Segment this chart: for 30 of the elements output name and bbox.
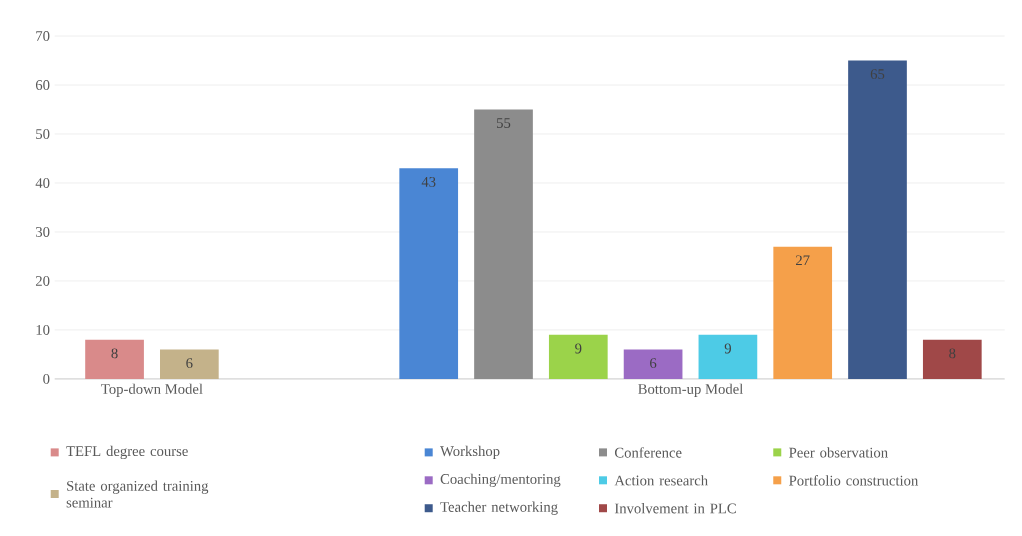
y-tick-label: 10: [36, 324, 50, 335]
y-tick-label: 40: [35, 177, 50, 188]
legend-label: TEFL degree course: [66, 445, 188, 459]
legend-label: Involvement in PLC: [614, 502, 736, 514]
data-label: 6: [650, 358, 657, 368]
x-tick-label: Bottom-up Model: [638, 383, 744, 397]
data-label: 55: [497, 118, 511, 128]
data-label: 9: [575, 343, 582, 354]
x-tick-label: Top-down Model: [101, 383, 203, 397]
y-tick-label: 0: [43, 373, 50, 384]
y-tick-label: 60: [35, 79, 50, 90]
legend-label: Portfolio construction: [789, 474, 919, 486]
legend-label: Peer observation: [789, 447, 888, 458]
legend-label: Coaching/mentoring: [440, 473, 561, 487]
y-tick-label: 30: [36, 226, 50, 237]
data-label: 9: [724, 343, 731, 354]
y-tick-label: 50: [36, 128, 50, 139]
legend-label: Action research: [614, 474, 708, 486]
legend-label: Teacher networking: [440, 501, 558, 515]
data-label: 27: [796, 255, 810, 265]
y-tick-label: 20: [35, 275, 50, 286]
data-label: 43: [421, 176, 436, 187]
legend-label: State organized training seminar: [66, 480, 209, 508]
data-label: 6: [186, 358, 193, 368]
legend-label: Workshop: [440, 445, 500, 459]
data-label: 65: [870, 69, 885, 79]
y-tick-label: 70: [36, 30, 50, 41]
data-label: 8: [111, 348, 118, 359]
legend-label: Conference: [614, 446, 682, 458]
data-label: 8: [949, 348, 956, 359]
